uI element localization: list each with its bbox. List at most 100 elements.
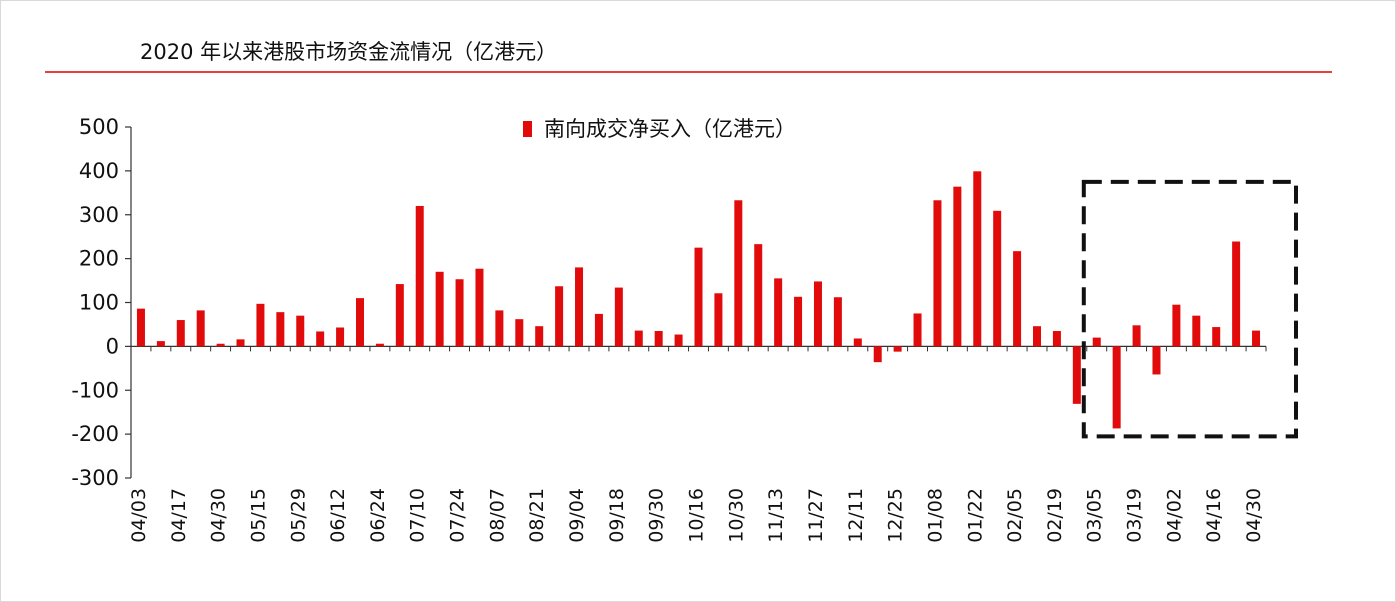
x-tick-label: 08/21 [526, 488, 548, 543]
bar [594, 313, 603, 347]
y-tick-label: -300 [71, 466, 119, 490]
bar [873, 346, 882, 363]
bar [296, 315, 305, 347]
bar [415, 205, 424, 347]
bar [694, 247, 703, 347]
x-tick-label: 09/30 [646, 488, 668, 543]
legend-swatch [523, 121, 532, 137]
bar [1152, 346, 1161, 375]
x-tick-label: 01/22 [964, 488, 986, 543]
bar [176, 320, 185, 347]
x-tick-label: 06/12 [327, 488, 349, 543]
bar [774, 278, 783, 347]
bar [1033, 326, 1042, 347]
y-tick-label: 500 [79, 115, 119, 139]
bar [754, 244, 763, 347]
x-tick-label: 10/30 [725, 488, 747, 543]
bar [156, 341, 165, 347]
bar [395, 284, 404, 347]
x-tick-label: 09/18 [606, 488, 628, 543]
bar [833, 297, 842, 347]
y-tick-label: 200 [79, 247, 119, 271]
x-tick-label: 04/02 [1163, 488, 1185, 543]
bar [1252, 330, 1261, 347]
bar [654, 331, 663, 347]
x-tick-label: 02/19 [1044, 488, 1066, 543]
bar [375, 343, 384, 347]
x-tick-label: 04/16 [1203, 488, 1225, 543]
bar [1052, 331, 1061, 347]
bar [634, 330, 643, 347]
x-tick-label: 10/16 [686, 488, 708, 543]
x-tick-label: 07/10 [407, 488, 429, 543]
bar [276, 312, 285, 347]
bar [734, 200, 743, 347]
bar [355, 298, 364, 347]
bar [953, 186, 962, 347]
y-tick-label: -200 [71, 422, 119, 446]
x-axis: 04/03 04/17 04/30 05/15 05/29 06/12 06/24 07/10… [128, 345, 1267, 543]
bar [495, 310, 504, 347]
bar [973, 171, 982, 347]
bar [1192, 315, 1201, 347]
bar [893, 346, 902, 352]
bar [196, 310, 205, 347]
y-tick-label: 0 [106, 334, 119, 358]
bar [256, 303, 265, 347]
x-tick-label: 03/05 [1084, 488, 1106, 543]
highlight-box-group [1081, 179, 1298, 439]
bar [336, 327, 345, 347]
bar [714, 293, 723, 347]
x-tick-label: 11/27 [805, 488, 827, 543]
x-tick-label: 08/07 [486, 488, 508, 543]
bar [216, 343, 225, 347]
x-tick-label: 06/24 [367, 488, 389, 543]
page-title: 2020 年以来港股市场资金流情况（亿港元） [140, 40, 558, 64]
highlight-box [1081, 179, 1298, 439]
x-tick-label: 12/25 [885, 488, 907, 543]
x-tick-label: 03/19 [1124, 488, 1146, 543]
bar [674, 334, 683, 347]
x-tick-label: 04/30 [208, 488, 230, 543]
bar [515, 319, 524, 347]
x-tick-label: 01/08 [924, 488, 946, 543]
y-tick-label: 400 [79, 159, 119, 183]
bar [455, 279, 464, 347]
title-rule [45, 71, 1332, 73]
bar [475, 268, 484, 347]
bar [1092, 337, 1101, 347]
bar [1013, 251, 1022, 347]
bar [813, 281, 822, 347]
bar [575, 267, 584, 347]
bar [853, 338, 862, 347]
x-tick-label: 04/03 [128, 488, 150, 543]
y-tick-label: 300 [79, 203, 119, 227]
y-tick-label: 100 [79, 291, 119, 315]
bar [1232, 241, 1241, 347]
bar [794, 296, 803, 347]
bar [1112, 346, 1121, 429]
x-tick-label: 04/30 [1243, 488, 1265, 543]
x-tick-label: 05/29 [287, 488, 309, 543]
bar [1072, 346, 1081, 404]
bar [236, 339, 245, 347]
bar [614, 287, 623, 347]
y-tick-label: -100 [71, 378, 119, 402]
x-tick-label: 02/05 [1004, 488, 1026, 543]
x-tick-label: 12/11 [845, 488, 867, 543]
bar [1172, 304, 1181, 347]
x-tick-label: 09/04 [566, 488, 588, 543]
bar [435, 271, 444, 347]
x-tick-label: 04/17 [168, 488, 190, 543]
legend: 南向成交净买入（亿港元） [523, 117, 796, 141]
bar [993, 210, 1002, 347]
x-tick-label: 05/15 [247, 488, 269, 543]
x-tick-label: 11/13 [765, 488, 787, 543]
bar-series [136, 171, 1261, 429]
bar [535, 326, 544, 347]
bar [1132, 325, 1141, 347]
bar [933, 200, 942, 347]
bar [555, 286, 564, 347]
y-axis: 500 400 300 200 100 0 -100 -200 -300 [71, 115, 132, 490]
